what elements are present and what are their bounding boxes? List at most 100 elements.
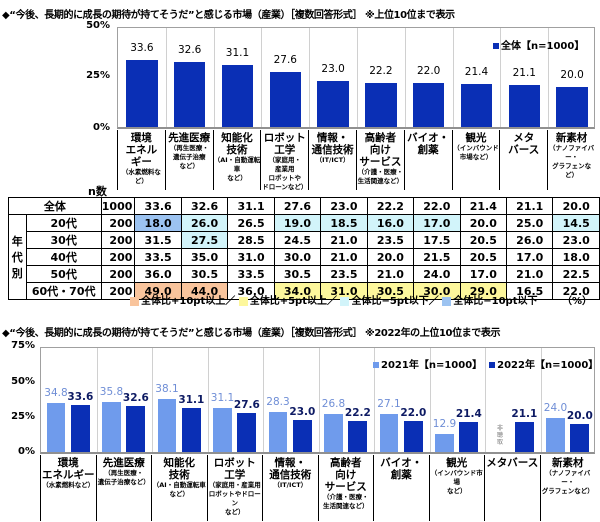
- bar-2022-value: 32.6: [122, 392, 149, 405]
- bar-2021-value: 28.3: [266, 396, 290, 409]
- category-label: 情報・ 通信技術 （IT/ICT）: [262, 455, 318, 521]
- category-sub: （AI・自動運転車 など）: [152, 481, 206, 498]
- table-cell: 20.0: [366, 248, 415, 266]
- gridline: [309, 28, 311, 127]
- chart1-ytick-0: 0%: [93, 122, 110, 133]
- bar-2022-6: [348, 420, 368, 452]
- table-cell: 33.6: [134, 197, 182, 215]
- gridline: [374, 348, 375, 452]
- legend-2022-swatch-icon: [489, 362, 496, 368]
- gridline: [152, 348, 153, 452]
- category-main: ロボット 工学: [213, 457, 256, 481]
- row-label: 20代: [25, 214, 102, 232]
- table-cell: 21.1: [506, 197, 554, 215]
- table-cell: 34.0: [273, 282, 322, 300]
- chart2-ytick-0: 0%: [18, 446, 35, 457]
- table-cell: 21.4: [459, 197, 508, 215]
- chart1-legend: 全体【n=1000】: [493, 37, 584, 52]
- category-main: 新素材: [555, 132, 588, 144]
- gridline: [96, 348, 98, 452]
- category-label: メタ バース: [499, 130, 547, 190]
- category-label: ロボット 工学 （家庭用・産業用 ロボットやドローン など）: [206, 455, 263, 521]
- gridline: [452, 28, 454, 127]
- bar-2021-value: 26.8: [321, 398, 346, 411]
- legend-minus10: 全体比−10pt以下: [453, 296, 538, 307]
- category-main: 先進医療: [102, 457, 145, 469]
- bar-2022-value: 22.2: [344, 406, 371, 419]
- category-label: 高齢者 向け サービス （介護・医療・ 生活関連など）: [317, 455, 374, 521]
- legend-minus5: 全体比−5pt以下／: [351, 296, 439, 307]
- table-cell: 17.0: [413, 214, 461, 232]
- bar-2022-value: 22.0: [400, 407, 427, 420]
- category-sub: （IT/ICT）: [273, 481, 308, 489]
- bar-2022-value: 27.6: [233, 399, 260, 412]
- table-cell: 33.5: [134, 248, 182, 266]
- bar-2021-2: [102, 401, 121, 452]
- legend-2021-swatch-icon: [373, 362, 379, 368]
- bar-value-label: 22.0: [416, 65, 441, 77]
- category-main: メタバース: [486, 457, 539, 469]
- row-label: 全体: [8, 197, 102, 215]
- gridline: [500, 28, 502, 127]
- table-cell: 17.0: [459, 265, 508, 283]
- bar-2022-1: [70, 404, 90, 452]
- category-main: 新素材: [552, 457, 584, 469]
- category-main: 環境 エネル ギー: [125, 132, 158, 168]
- highlight-legend: 全体比+10pt以上／ 全体比+5pt以上／ 全体比−5pt以下／ 全体比−10…: [130, 292, 537, 307]
- bar-value-label: 32.6: [177, 43, 202, 56]
- table-cell: 27.6: [273, 197, 322, 215]
- table-cell: 24.0: [413, 265, 461, 283]
- table-cell: 21.0: [506, 265, 554, 283]
- category-label: バイオ・ 創薬: [403, 130, 452, 190]
- category-sub: （家庭用・ 産業用 ロボットや ドローンなど）: [262, 156, 308, 190]
- category-sub: （再生医療・ 遺伝子治療など）: [97, 469, 150, 486]
- unit-label: （%）: [562, 296, 593, 307]
- category-label: 先進医療 （再生医療・ 遺伝子治療など）: [95, 455, 152, 521]
- bar-2022-value: 23.0: [289, 405, 316, 418]
- table-cell: 31.5: [134, 231, 182, 249]
- table-cell: 30.5: [366, 282, 415, 300]
- bar-value-label: 27.6: [273, 53, 297, 66]
- table-cell: 30.0: [273, 248, 322, 266]
- legend-swatch-icon: [493, 43, 499, 49]
- minus5-swatch-icon: [340, 296, 350, 306]
- chart1-title: ◆“今後、長期的に成長の期待が持てそうだ”と感じる市場（産業）［複数回答形式］ …: [2, 10, 455, 21]
- gridline: [318, 348, 320, 452]
- chart2-ytick-50: 50%: [11, 376, 35, 387]
- gridline: [263, 348, 264, 452]
- category-sub: （IT/ICT）: [315, 156, 350, 164]
- gridline: [207, 348, 209, 452]
- bar-2022-8: [459, 422, 479, 452]
- table-cell: 24.5: [273, 231, 322, 249]
- table-cell: 21.0: [366, 265, 415, 283]
- category-main: バイオ・ 創薬: [407, 132, 450, 156]
- category-main: 高齢者 向け サービス: [359, 132, 402, 168]
- table-cell: 36.0: [134, 265, 182, 283]
- category-label: 環境 エネルギー （水素燃料など）: [40, 455, 96, 521]
- category-main: 知能化 技術: [163, 457, 196, 481]
- chart2-title: ◆“今後、長期的に成長の期待が持てそうだ”と感じる市場（産業）［複数回答形式］ …: [2, 328, 501, 339]
- chart1-legend-label: 全体【n=1000】: [501, 41, 585, 52]
- bar-2021-10: [546, 418, 565, 452]
- category-label: ロボット 工学 （家庭用・ 産業用 ロボットや ドローンなど）: [260, 130, 308, 190]
- bar-2021-value: 12.9: [432, 417, 457, 430]
- category-main: バイオ・ 創薬: [380, 457, 423, 481]
- category-main: 知能化 技術: [221, 132, 253, 156]
- bar-2021-7: [379, 414, 399, 452]
- table-cell: 20.0: [552, 197, 600, 215]
- bar-2021-8: [435, 433, 454, 452]
- gridline: [429, 348, 431, 452]
- table-cell: 25.0: [506, 214, 554, 232]
- bar-2022-value: 31.1: [178, 394, 205, 407]
- chart2-legend-2022: 2022年【n=1000】: [497, 360, 599, 371]
- table-cell: 30.0: [413, 282, 461, 300]
- bar-10: [556, 87, 588, 127]
- bar-2021-5: [268, 412, 288, 452]
- category-sub: （AI・自動運転車 など）: [213, 156, 261, 182]
- category-sub: （ナノファイバー・ グラフェンなど）: [541, 469, 594, 495]
- legend-plus5: 全体比+5pt以上／: [249, 296, 337, 307]
- table-cell: 23.5: [320, 265, 368, 283]
- table-cell: 16.0: [366, 214, 415, 232]
- bar-1: [126, 59, 158, 127]
- table-cell: 23.0: [552, 231, 600, 249]
